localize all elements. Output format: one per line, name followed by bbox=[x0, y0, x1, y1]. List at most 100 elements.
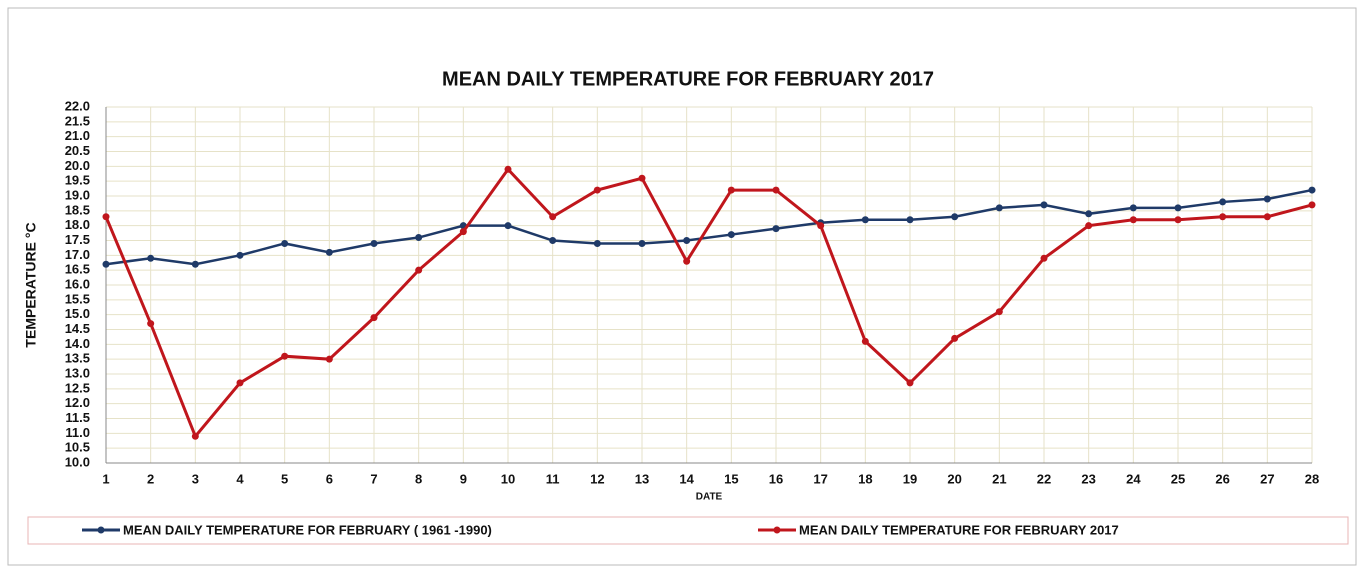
y-tick-label: 13.0 bbox=[65, 365, 90, 380]
y-tick-label: 10.5 bbox=[65, 440, 90, 455]
point bbox=[1174, 204, 1182, 212]
x-tick-label: 23 bbox=[1081, 471, 1095, 486]
point bbox=[191, 260, 199, 268]
x-tick-label: 2 bbox=[147, 471, 154, 486]
x-tick-label: 26 bbox=[1215, 471, 1229, 486]
y-tick-label: 11.0 bbox=[65, 425, 90, 440]
y-tick-label: 19.0 bbox=[65, 187, 90, 202]
point bbox=[504, 222, 512, 230]
y-tick-label: 11.5 bbox=[65, 410, 90, 425]
y-axis-label: TEMPERATURE °C bbox=[23, 222, 39, 347]
y-tick-label: 16.0 bbox=[65, 276, 90, 291]
y-tick-label: 22.0 bbox=[65, 98, 90, 113]
point bbox=[102, 260, 110, 268]
point bbox=[1085, 210, 1093, 218]
point bbox=[549, 237, 557, 244]
point bbox=[683, 257, 691, 265]
y-tick-label: 15.5 bbox=[65, 291, 90, 306]
point bbox=[951, 334, 959, 342]
x-tick-label: 19 bbox=[903, 471, 917, 486]
point bbox=[638, 174, 646, 182]
point bbox=[727, 231, 735, 239]
x-tick-label: 10 bbox=[501, 471, 515, 486]
x-tick-label: 15 bbox=[724, 471, 738, 486]
point bbox=[236, 379, 244, 387]
y-tick-label: 20.0 bbox=[65, 158, 90, 173]
y-tick-label: 18.0 bbox=[65, 217, 90, 232]
x-tick-label: 16 bbox=[769, 471, 783, 486]
x-tick-label: 21 bbox=[992, 471, 1006, 486]
chart-border bbox=[7, 7, 1357, 566]
y-tick-label: 17.5 bbox=[65, 232, 90, 247]
point bbox=[1085, 222, 1093, 230]
point bbox=[1263, 195, 1271, 203]
legend-label: MEAN DAILY TEMPERATURE FOR FEBRUARY ( 19… bbox=[123, 522, 492, 537]
point bbox=[236, 251, 244, 259]
y-tick-label: 14.0 bbox=[65, 336, 90, 351]
series-line bbox=[105, 188, 1313, 266]
x-tick-label: 18 bbox=[858, 471, 872, 486]
point bbox=[683, 237, 691, 244]
point bbox=[370, 239, 378, 247]
legend-label: MEAN DAILY TEMPERATURE FOR FEBRUARY 2017 bbox=[799, 522, 1119, 537]
y-tick-label: 20.5 bbox=[65, 143, 90, 158]
x-tick-label: 4 bbox=[236, 471, 244, 486]
y-tick-label: 12.0 bbox=[65, 395, 90, 410]
point bbox=[1040, 201, 1048, 209]
y-tick-label: 13.5 bbox=[65, 351, 90, 366]
y-tick-label: 12.5 bbox=[65, 380, 90, 395]
point bbox=[1263, 213, 1271, 221]
point bbox=[861, 216, 869, 224]
x-tick-label: 27 bbox=[1260, 471, 1274, 486]
x-tick-label: 6 bbox=[326, 471, 333, 486]
point bbox=[370, 314, 378, 322]
x-tick-label: 11 bbox=[546, 471, 560, 486]
y-tick-label: 21.0 bbox=[65, 128, 90, 143]
point bbox=[102, 213, 110, 221]
point bbox=[1129, 216, 1137, 224]
point bbox=[1219, 213, 1227, 221]
point bbox=[772, 225, 780, 233]
point bbox=[325, 355, 333, 363]
point bbox=[191, 432, 199, 440]
point bbox=[549, 213, 557, 221]
x-tick-label: 25 bbox=[1171, 471, 1185, 486]
x-tick-label: 17 bbox=[813, 471, 827, 486]
point bbox=[861, 337, 869, 345]
x-axis-label: DATE bbox=[696, 492, 723, 503]
point bbox=[593, 186, 601, 194]
point bbox=[415, 234, 423, 242]
x-tick-label: 28 bbox=[1305, 471, 1319, 486]
x-tick-label: 13 bbox=[635, 471, 649, 486]
chart-title: MEAN DAILY TEMPERATURE FOR FEBRUARY 2017 bbox=[442, 68, 934, 90]
point bbox=[1129, 204, 1137, 212]
y-tick-label: 19.5 bbox=[65, 173, 90, 188]
x-tick-label: 3 bbox=[192, 471, 199, 486]
point bbox=[147, 254, 155, 262]
x-tick-label: 7 bbox=[370, 471, 377, 486]
x-tick-label: 9 bbox=[460, 471, 467, 486]
point bbox=[995, 308, 1003, 316]
point bbox=[281, 352, 289, 360]
x-tick-label: 20 bbox=[947, 471, 961, 486]
point bbox=[817, 222, 825, 230]
point bbox=[504, 165, 512, 173]
x-tick-label: 5 bbox=[281, 471, 288, 486]
legend-marker bbox=[97, 526, 105, 534]
point bbox=[951, 213, 959, 221]
point bbox=[1040, 254, 1048, 262]
point bbox=[147, 320, 155, 328]
series-line bbox=[104, 166, 1313, 440]
legend-marker bbox=[773, 526, 781, 534]
point bbox=[772, 186, 780, 194]
point bbox=[995, 204, 1003, 212]
y-tick-label: 21.5 bbox=[65, 113, 90, 128]
y-tick-label: 14.5 bbox=[65, 321, 90, 336]
legend-box bbox=[27, 516, 1349, 545]
point bbox=[906, 379, 914, 387]
point bbox=[1219, 198, 1227, 206]
y-tick-label: 16.5 bbox=[65, 262, 90, 277]
y-tick-label: 10.0 bbox=[65, 454, 90, 469]
point bbox=[415, 266, 423, 274]
